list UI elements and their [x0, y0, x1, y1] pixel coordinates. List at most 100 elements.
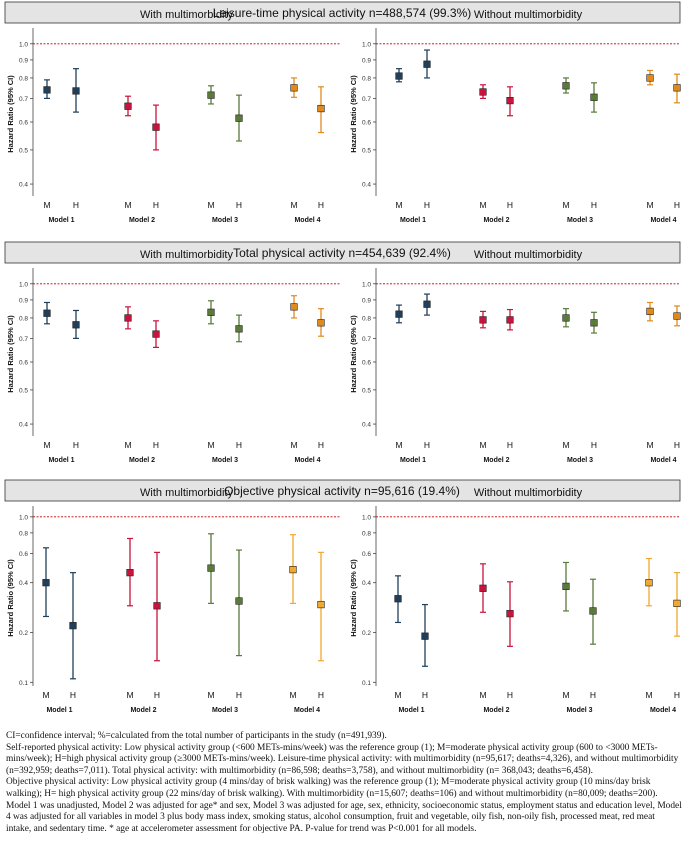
chart-1-panel-1-model2-m-xlabel: M [124, 200, 131, 210]
chart-1-panel-1-model1-h-xlabel: H [73, 200, 79, 210]
chart-1-panel-1-model3-m-xlabel: M [207, 200, 214, 210]
chart-2-panel-1-model1-h-xlabel: H [73, 440, 79, 450]
chart-1-panel-1-ytick-label: 0.8 [19, 75, 28, 82]
chart-2-panel-2-group-label-model3: Model 3 [567, 457, 593, 464]
chart-3-panel-1-ytick-label: 0.8 [19, 530, 28, 537]
chart-3-title: Objective physical activity n=95,616 (19… [224, 484, 460, 498]
chart-1-panel-2-model4-h-xlabel: H [674, 200, 680, 210]
chart-2-panel-2-model2-m-point [479, 316, 487, 324]
chart-1-panel-2-ytick-label: 1.0 [362, 41, 371, 48]
chart-2-panel-2-model1-h-point [423, 300, 431, 308]
chart-2-panel-2-ytick-label: 0.8 [362, 315, 371, 322]
chart-2-panel-1-model2-m-xlabel: M [124, 440, 131, 450]
chart-1-panel-1-ytick-label: 0.7 [19, 96, 28, 103]
chart-2-title: Total physical activity n=454,639 (92.4%… [233, 246, 451, 260]
chart-1-panel-1-group-label-model4: Model 4 [294, 217, 320, 224]
chart-2-panel-2-model1-h-xlabel: H [424, 440, 430, 450]
chart-3-panel-1-model4-h-point [317, 600, 325, 609]
chart-2-panel-2-ytick-label: 0.5 [362, 387, 371, 394]
chart-3-panel-2-model4-m-point [645, 579, 653, 587]
chart-2-panel-1-ytick-label: 0.4 [19, 422, 28, 429]
chart-3-panel-2-ytick-label: 0.4 [362, 580, 371, 587]
chart-2-panel-1-model3-h-point [235, 325, 243, 333]
chart-1-panel-2-model1-h-xlabel: H [424, 200, 430, 210]
chart-3-panel-2-model2-m-point [479, 584, 487, 592]
chart-1-panel-1-model2-h-point [152, 123, 160, 131]
chart-1-panel-2-group-label-model4: Model 4 [650, 217, 676, 224]
chart-2-panel-2-model4-m-xlabel: M [646, 440, 653, 450]
chart-1-panel-1-ytick-label: 0.9 [19, 57, 28, 64]
chart-2-panel-2-ytick-label: 0.9 [362, 297, 371, 304]
chart-2-panel-2-model4-h-point [673, 312, 681, 320]
chart-3-panel-1-group-label-model4: Model 4 [294, 707, 320, 714]
chart-3-panel-2-group-label-model2: Model 2 [483, 707, 509, 714]
chart-2-panel-2-model2-h-xlabel: H [507, 440, 513, 450]
chart-3-panel-2-ytick-label: 0.1 [362, 680, 371, 687]
chart-2-panel-2-subtitle: Without multimorbidity [474, 249, 583, 261]
chart-3-panel-2-model1-h-xlabel: H [422, 690, 428, 700]
chart-3-panel-1-model2-m-point [126, 569, 134, 577]
chart-3-panel-1-model3-h-point [235, 597, 243, 605]
chart-2-panel-1-model4-m-point [290, 303, 298, 311]
note-objective: Objective physical activity: Low physica… [6, 777, 658, 799]
chart-1-panel-2-model3-h-point [590, 93, 598, 101]
chart-3-panel-1-model1-m-point [42, 579, 50, 587]
chart-2-panel-2: Without multimorbidity Hazard Ratio (95% … [349, 249, 681, 464]
chart-3-panel-2-group-label-model4: Model 4 [650, 707, 676, 714]
chart-3-panel-1-model3-m-point [207, 564, 215, 572]
chart-3-panel-1-ytick-label: 0.2 [19, 630, 28, 637]
chart-1-panel-2-model4-h-point [673, 84, 681, 92]
chart-2-panel-2-model3-h-xlabel: H [591, 440, 597, 450]
chart-2-panel-1-model4-h-point [317, 319, 325, 327]
chart-1-title: Leisure-time physical activity n=488,574… [213, 6, 471, 20]
chart-1-panel-2-model1-h-point [423, 60, 431, 68]
chart-3-panel-1-model1-m-xlabel: M [42, 690, 49, 700]
chart-3-panel-2: Without multimorbidity Hazard Ratio (95% … [349, 487, 681, 714]
chart-1-panel-1-model4-m-point [290, 84, 298, 92]
chart-3-panel-2-model1-m-xlabel: M [394, 690, 401, 700]
chart-1-panel-2-group-label-model2: Model 2 [483, 217, 509, 224]
chart-2-panel-1-model4-h-xlabel: H [318, 440, 324, 450]
chart-1-panel-1-model4-h-point [317, 104, 325, 113]
note-models: Model 1 was unadjusted, Model 2 was adju… [6, 800, 682, 834]
chart-2-panel-1-group-label-model4: Model 4 [294, 457, 320, 464]
chart-3-panel-1-ytick-label: 0.1 [19, 680, 28, 687]
chart-1-panel-1-model4-h-xlabel: H [318, 200, 324, 210]
chart-2-panel-1-model4-m-xlabel: M [290, 440, 297, 450]
chart-1-panel-2-ytick-label: 0.7 [362, 96, 371, 103]
chart-1-panel-2-ytick-label: 0.5 [362, 147, 371, 154]
chart-2-panel-2-model2-m-xlabel: M [479, 440, 486, 450]
chart-3-panel-1-subtitle: With multimorbidity [140, 487, 233, 499]
chart-1-banner [4, 1, 681, 24]
chart-3-panel-2-model1-m-point [394, 595, 402, 603]
chart-2-panel-2-ytick-label: 0.7 [362, 336, 371, 343]
chart-1-panel-1-model2-m-point [124, 102, 132, 110]
chart-3-panel-1-model2-h-point [153, 602, 161, 610]
chart-1-panel-2-ytick-label: 0.6 [362, 119, 371, 126]
chart-1-panel-2-model2-h-xlabel: H [507, 200, 513, 210]
chart-3-panel-2-ytick-label: 0.2 [362, 630, 371, 637]
chart-1-panel-1-model3-h-xlabel: H [236, 200, 242, 210]
chart-1-panel-2-group-label-model3: Model 3 [567, 217, 593, 224]
chart-2-panel-2-model4-h-xlabel: H [674, 440, 680, 450]
chart-2-panel-1-ytick-label: 0.9 [19, 297, 28, 304]
chart-3-panel-1-model4-m-xlabel: M [289, 690, 296, 700]
chart-3-panel-2-model3-m-xlabel: M [562, 690, 569, 700]
chart-1-panel-2-model1-m-point [395, 72, 403, 80]
chart-3-panel-2-group-label-model3: Model 3 [566, 707, 592, 714]
chart-2-panel-2-model3-m-xlabel: M [562, 440, 569, 450]
chart-2-panel-2-ytick-label: 0.4 [362, 422, 371, 429]
chart-1-panel-1-group-label-model1: Model 1 [48, 217, 74, 224]
chart-2-panel-2-group-label-model4: Model 4 [650, 457, 676, 464]
chart-3-panel-2-model2-h-xlabel: H [507, 690, 513, 700]
chart-1-panel-1-ytick-label: 1.0 [19, 41, 28, 48]
chart-2-panel-2-model4-m-point [646, 307, 654, 315]
chart-1-panel-2-model4-m-point [646, 74, 654, 82]
chart-3-panel-2-ytick-label: 0.8 [362, 530, 371, 537]
figure: Leisure-time physical activity n=488,574… [4, 1, 681, 714]
figure-notes: CI=confidence interval; %=calculated fro… [6, 731, 682, 835]
chart-2-panel-1-model2-h-point [152, 330, 160, 338]
chart-1-panel-2-model1-m-xlabel: M [395, 200, 402, 210]
chart-2-panel-1-ytick-label: 0.6 [19, 359, 28, 366]
chart-1-panel-2-subtitle: Without multimorbidity [474, 9, 583, 21]
